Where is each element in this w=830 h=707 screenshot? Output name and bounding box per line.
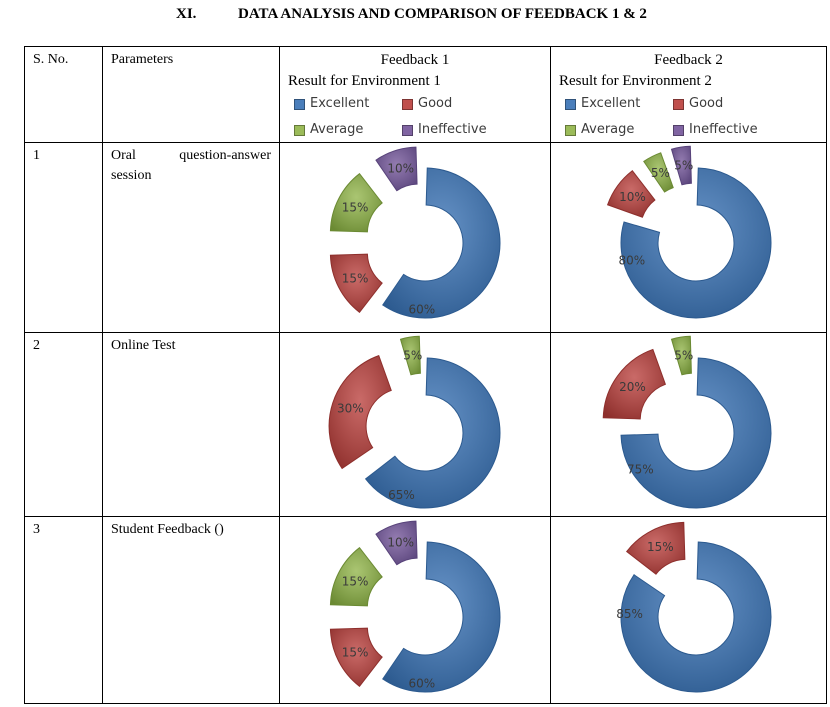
- header-row: S. No. Parameters Feedback 1 Result for …: [24, 46, 827, 143]
- doughnut-svg: 85% 15%: [616, 521, 772, 693]
- data-label: 10%: [387, 535, 414, 549]
- chart-cell: 60% 15% 15% 10%: [279, 516, 551, 704]
- legend-swatch: [673, 124, 684, 136]
- legend-item: Ineffective: [673, 120, 783, 140]
- doughnut-svg: 80% 10% 5% 5%: [606, 145, 772, 319]
- slice-average: [643, 152, 674, 193]
- legend-feedback-1: Excellent Good Average Ineffective: [280, 92, 550, 140]
- environment-2-title: Result for Environment 2: [559, 73, 712, 89]
- data-label: 80%: [619, 253, 646, 267]
- sno-cell: 2: [24, 332, 103, 517]
- parameter-cell: Student Feedback (): [102, 516, 280, 704]
- slice-average: [329, 546, 383, 607]
- doughnut-chart: 80% 10% 5% 5%: [551, 143, 826, 332]
- data-label: 15%: [342, 574, 369, 588]
- slice-good: [328, 354, 392, 470]
- legend-item: Average: [294, 120, 402, 140]
- data-label: 10%: [619, 190, 646, 204]
- data-label: 5%: [651, 166, 670, 180]
- header-feedback-1: Feedback 1 Result for Environment 1 Exce…: [279, 46, 551, 143]
- slice-excellent: [382, 541, 501, 693]
- data-label: 10%: [387, 161, 414, 175]
- chart-cell: 60% 15% 15% 10%: [279, 142, 551, 333]
- data-label: 5%: [674, 158, 693, 172]
- slice-excellent: [364, 357, 501, 509]
- doughnut-svg: 60% 15% 15% 10%: [329, 146, 501, 319]
- data-label: 30%: [337, 402, 364, 416]
- data-label: 5%: [403, 348, 422, 362]
- chart-cell: 80% 10% 5% 5%: [550, 142, 827, 333]
- data-label: 15%: [342, 646, 369, 660]
- feedback-1-title: Feedback 1: [380, 52, 450, 68]
- data-label: 15%: [647, 540, 674, 554]
- data-label: 65%: [388, 488, 415, 502]
- table-row: 1 Oral question-answer session 60% 15% 15%…: [24, 142, 827, 333]
- slice-good: [606, 170, 656, 218]
- table-row: 2 Online Test 65% 30% 5% 75% 20% 5%: [24, 332, 827, 517]
- doughnut-svg: 60% 15% 15% 10%: [329, 520, 501, 693]
- doughnut-chart: 60% 15% 15% 10%: [280, 517, 550, 703]
- slice-excellent: [382, 167, 501, 319]
- legend-swatch: [294, 98, 305, 110]
- chart-cell: 85% 15%: [550, 516, 827, 704]
- data-label: 60%: [408, 676, 435, 690]
- data-label: 85%: [616, 607, 643, 621]
- legend-item: Excellent: [294, 94, 402, 114]
- slice-excellent: [620, 357, 772, 509]
- data-label: 20%: [619, 380, 646, 394]
- slice-average: [329, 172, 383, 233]
- legend-item: Good: [673, 94, 783, 114]
- doughnut-svg: 65% 30% 5%: [328, 335, 501, 509]
- slice-average: [399, 335, 421, 376]
- data-label: 15%: [342, 272, 369, 286]
- legend-swatch: [565, 98, 576, 110]
- environment-1-title: Result for Environment 1: [288, 73, 441, 89]
- legend-swatch: [565, 124, 576, 136]
- slice-ineffective: [375, 520, 418, 566]
- data-label: 60%: [408, 302, 435, 316]
- slice-good: [329, 627, 383, 688]
- slice-good: [329, 253, 383, 314]
- header-feedback-2: Feedback 2 Result for Environment 2 Exce…: [550, 46, 827, 143]
- chart-cell: 75% 20% 5%: [550, 332, 827, 517]
- legend-item: Good: [402, 94, 512, 114]
- slice-ineffective: [375, 146, 418, 192]
- doughnut-chart: 75% 20% 5%: [551, 333, 826, 516]
- doughnut-svg: 75% 20% 5%: [602, 335, 772, 509]
- legend-item: Excellent: [565, 94, 673, 114]
- parameter-cell: Oral question-answer session: [102, 142, 280, 333]
- doughnut-chart: 85% 15%: [551, 517, 826, 703]
- slice-excellent: [620, 167, 772, 319]
- data-label: 15%: [342, 200, 369, 214]
- doughnut-chart: 65% 30% 5%: [280, 333, 550, 516]
- table-row: 3 Student Feedback () 60% 15% 15% 10% 85% 15…: [24, 516, 827, 704]
- legend-item: Ineffective: [402, 120, 512, 140]
- slice-good: [602, 348, 667, 420]
- chart-cell: 65% 30% 5%: [279, 332, 551, 517]
- sno-cell: 3: [24, 516, 103, 704]
- doughnut-chart: 60% 15% 15% 10%: [280, 143, 550, 332]
- legend-swatch: [402, 124, 413, 136]
- legend-item: Average: [565, 120, 673, 140]
- slice-ineffective: [670, 145, 692, 186]
- slice-good: [625, 521, 686, 575]
- comparison-table: S. No. Parameters Feedback 1 Result for …: [24, 46, 827, 704]
- slice-average: [670, 335, 692, 376]
- feedback-2-title: Feedback 2: [654, 52, 723, 68]
- legend-swatch: [294, 124, 305, 136]
- header-sno: S. No.: [24, 46, 103, 143]
- header-parameters: Parameters: [102, 46, 280, 143]
- section-number: XI.: [176, 6, 197, 22]
- slice-excellent: [620, 541, 772, 693]
- legend-swatch: [673, 98, 684, 110]
- parameter-cell: Online Test: [102, 332, 280, 517]
- data-label: 5%: [674, 348, 693, 362]
- data-label: 75%: [627, 462, 654, 476]
- section-title: DATA ANALYSIS AND COMPARISON OF FEEDBACK…: [238, 6, 647, 22]
- legend-swatch: [402, 98, 413, 110]
- legend-feedback-2: Excellent Good Average Ineffective: [551, 92, 826, 140]
- sno-cell: 1: [24, 142, 103, 333]
